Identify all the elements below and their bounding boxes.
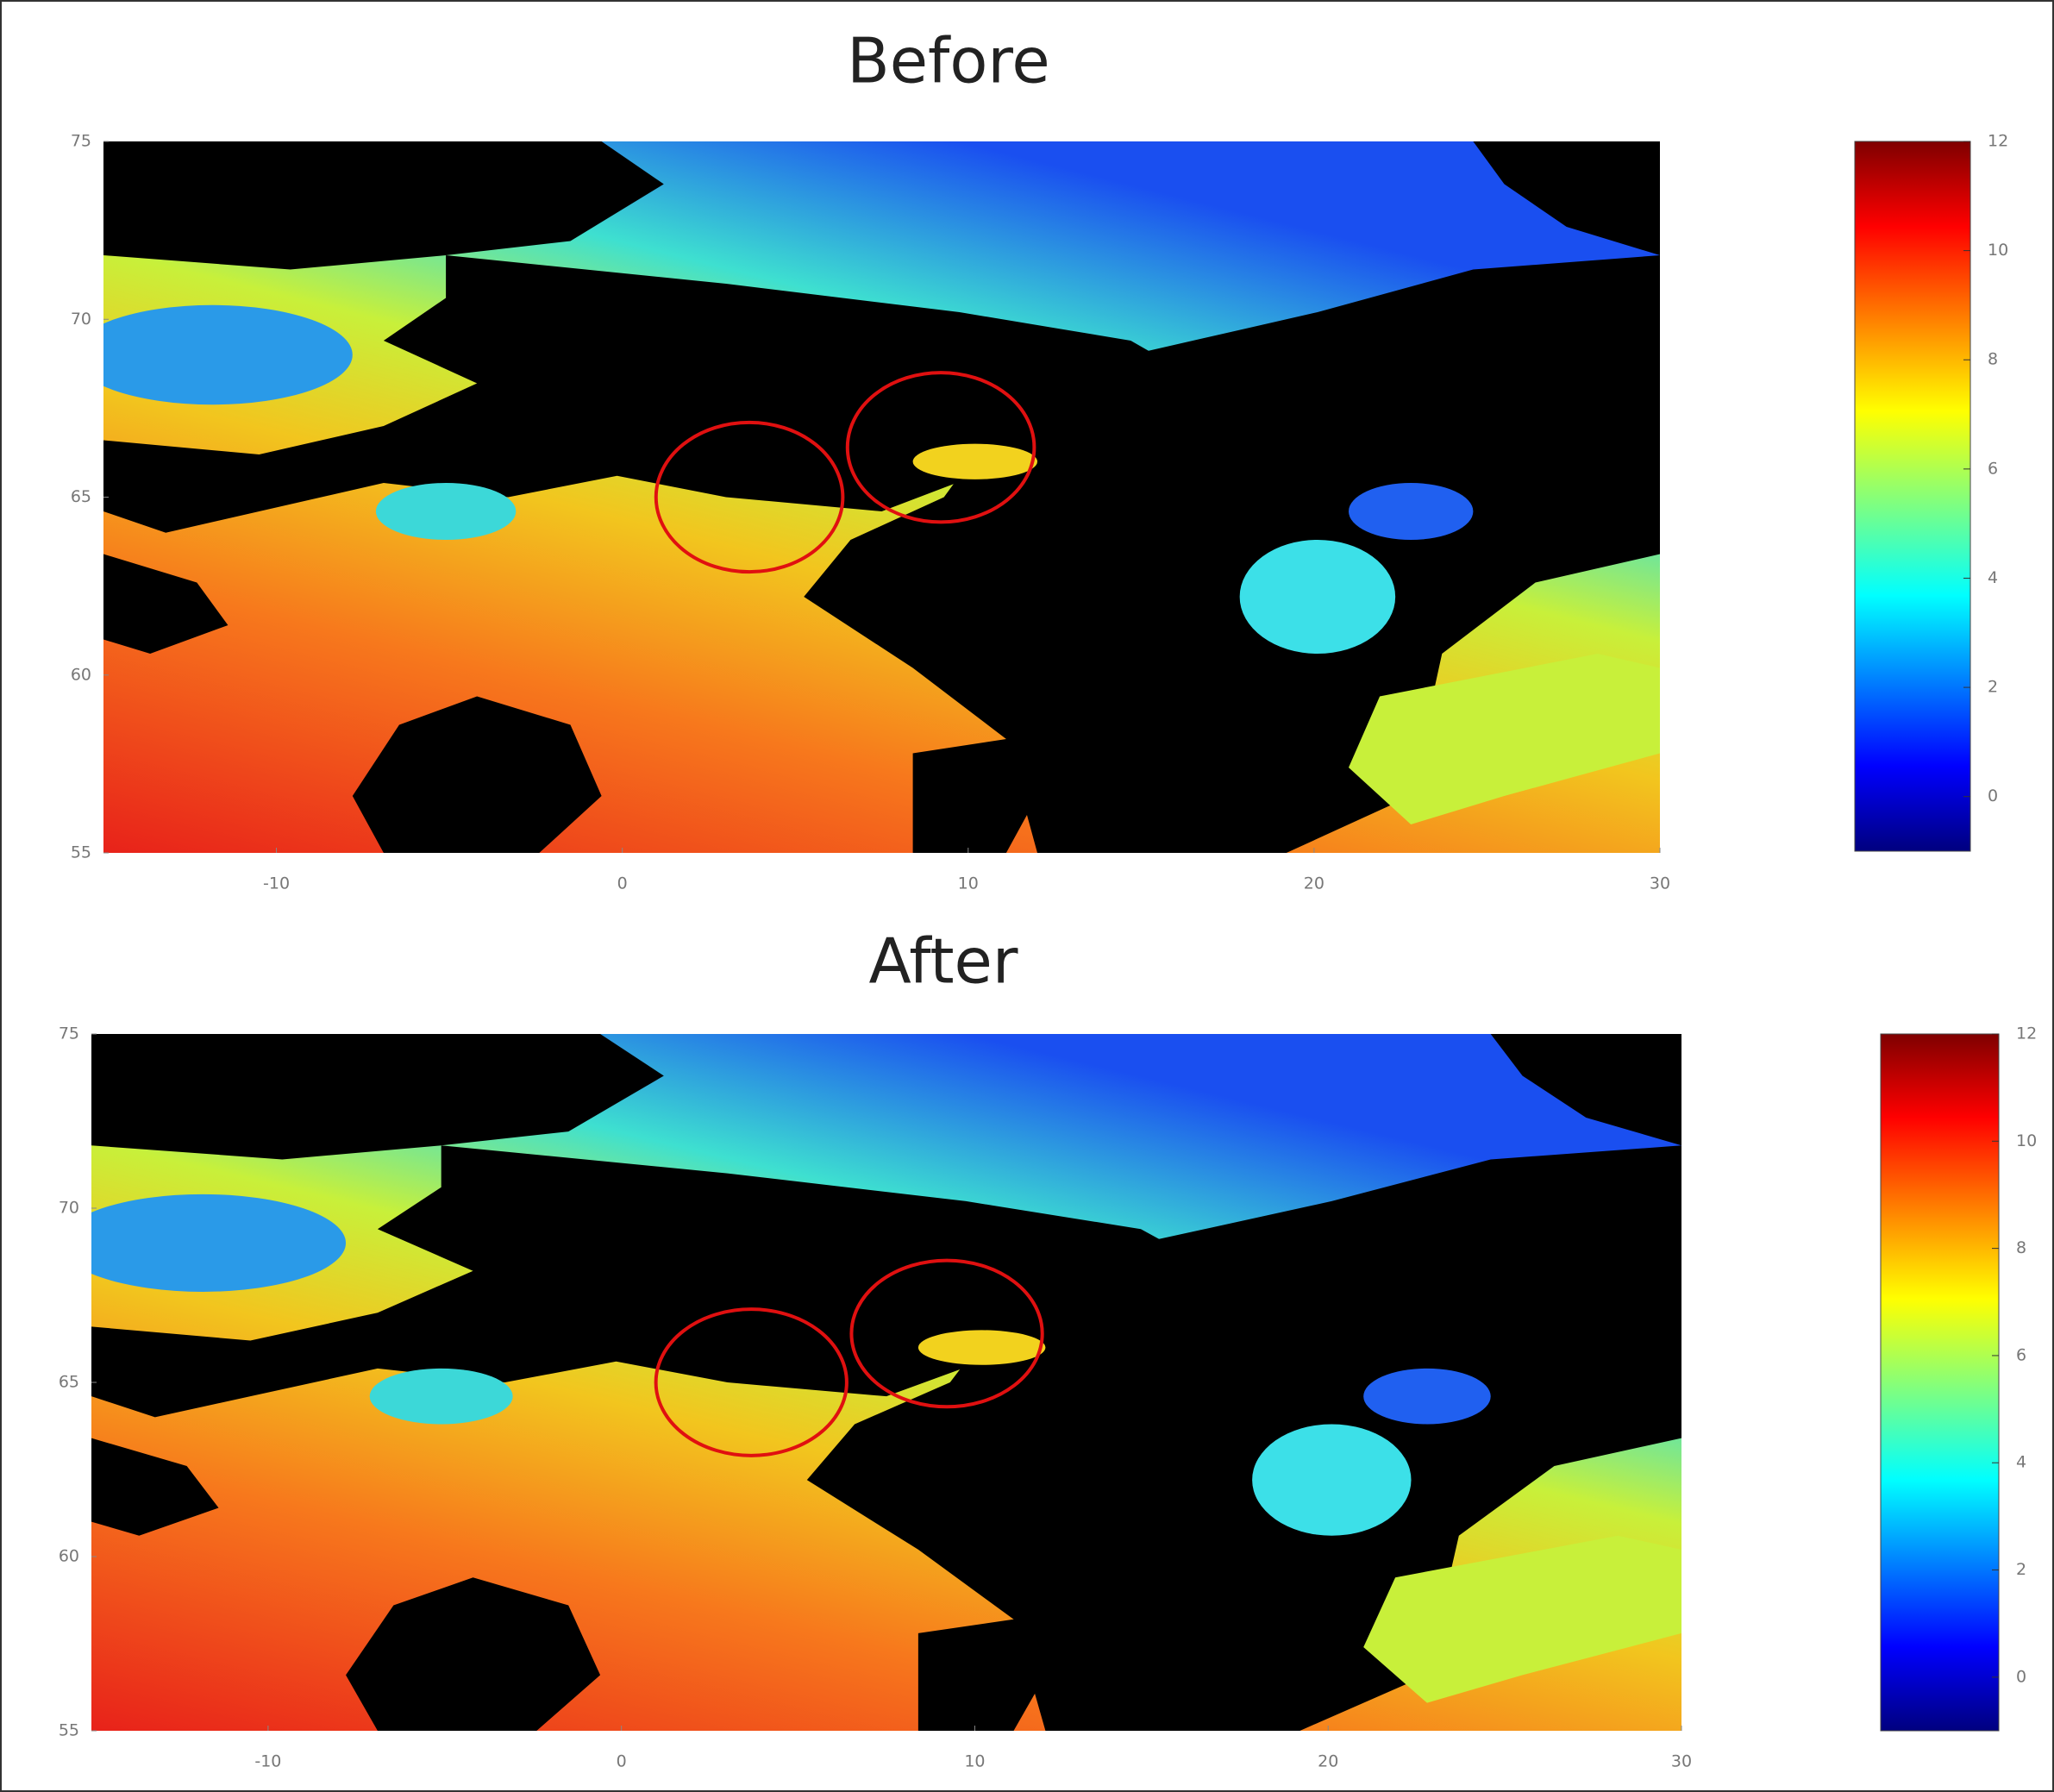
y-tick-label: 75: [59, 1024, 79, 1043]
sea-patch: [72, 305, 353, 405]
colorbar-tick-label: 8: [1988, 350, 1998, 369]
sea-patch: [1252, 1424, 1411, 1535]
colorbar-tick-label: 12: [2016, 1024, 2037, 1043]
sea-patch: [376, 483, 516, 540]
y-tick-label: 60: [59, 1547, 79, 1566]
colorbar-tick-label: 12: [1988, 132, 2008, 151]
y-tick-label: 70: [71, 310, 91, 329]
colorbar-tick-label: 10: [1988, 241, 2008, 260]
chart-title: After: [869, 925, 1018, 998]
colorbar-tick-label: 6: [2016, 1345, 2026, 1364]
y-tick-label: 70: [59, 1199, 79, 1218]
x-tick-label: -10: [263, 874, 290, 893]
y-tick-label: 65: [71, 487, 91, 506]
sea-patch: [59, 1194, 346, 1292]
colorbar-tick-label: 8: [2016, 1238, 2026, 1257]
y-tick-label: 75: [71, 132, 91, 151]
sea-patch: [918, 1330, 1046, 1364]
colorbar-tick-label: 4: [2016, 1453, 2026, 1472]
x-tick-label: 10: [958, 874, 979, 893]
colorbar-tick-label: 6: [1988, 459, 1998, 478]
y-tick-label: 65: [59, 1373, 79, 1392]
x-tick-label: 20: [1304, 874, 1324, 893]
y-tick-label: 55: [71, 843, 91, 862]
colorbar: [1881, 1034, 1999, 1731]
sea-patch: [1363, 1369, 1491, 1425]
colorbar-tick-label: 10: [2016, 1131, 2037, 1150]
x-tick-label: 30: [1650, 874, 1670, 893]
sea-patch: [1349, 483, 1473, 540]
x-tick-label: 10: [964, 1752, 985, 1771]
sea-patch: [1240, 540, 1396, 654]
x-tick-label: 0: [617, 874, 628, 893]
x-tick-label: 0: [617, 1752, 627, 1771]
colorbar-tick-label: 2: [2016, 1560, 2026, 1579]
map-image: [72, 141, 1660, 853]
sea-patch: [370, 1369, 513, 1425]
sea-patch: [913, 444, 1037, 479]
colorbar-tick-label: 4: [1988, 568, 1998, 587]
x-tick-label: -10: [254, 1752, 281, 1771]
colorbar: [1855, 141, 1970, 851]
y-tick-label: 55: [59, 1721, 79, 1740]
figure: Before-1001020305560657075024681012After…: [0, 0, 2054, 1792]
colorbar-tick-label: 2: [1988, 678, 1998, 697]
map-image: [59, 1034, 1681, 1731]
x-tick-label: 20: [1318, 1752, 1338, 1771]
y-tick-label: 60: [71, 665, 91, 684]
x-tick-label: 30: [1671, 1752, 1692, 1771]
colorbar-tick-label: 0: [2016, 1667, 2026, 1686]
colorbar-tick-label: 0: [1988, 786, 1998, 805]
chart-title: Before: [847, 25, 1049, 97]
